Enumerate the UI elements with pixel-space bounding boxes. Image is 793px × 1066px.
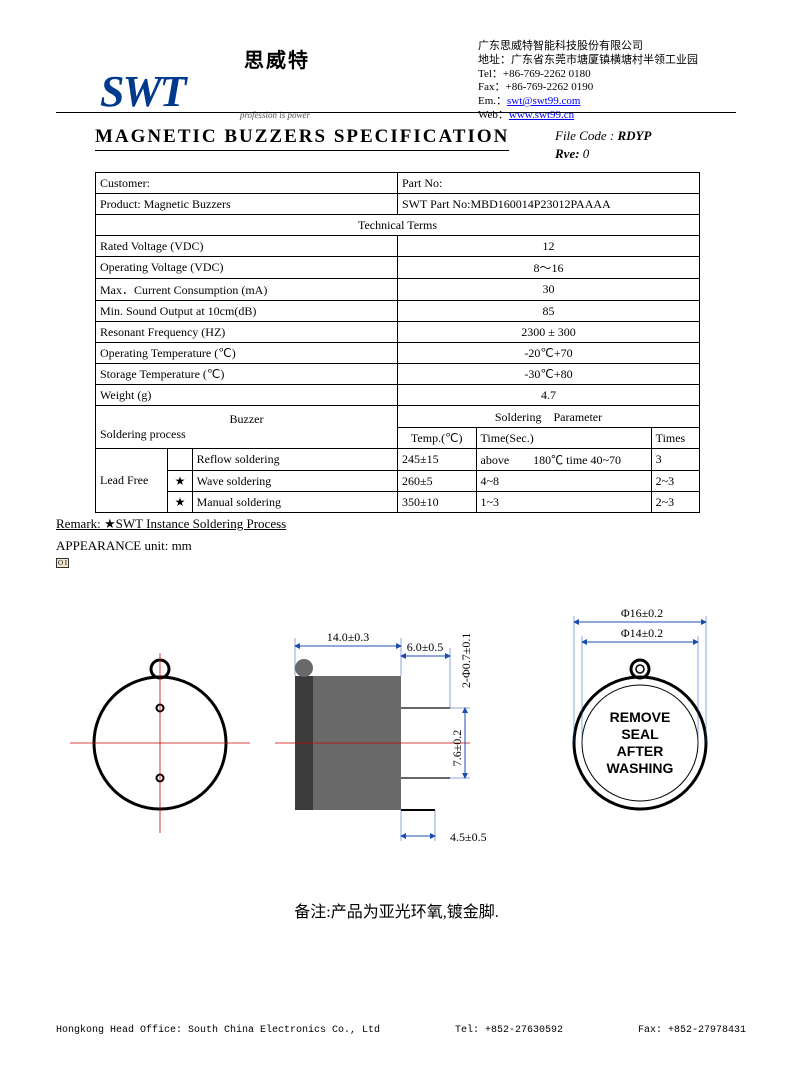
company-email-link[interactable]: swt@swt99.com (507, 95, 580, 107)
sold-times: 2~3 (651, 471, 699, 492)
svg-text:4.5±0.5: 4.5±0.5 (450, 830, 487, 844)
footer: Hongkong Head Office: South China Electr… (56, 1025, 746, 1036)
spec-row-value: -30℃+80 (397, 364, 699, 385)
spec-row-label: Operating Temperature (℃) (96, 343, 398, 364)
svg-text:2-Φ0.7±0.1: 2-Φ0.7±0.1 (459, 633, 473, 688)
sold-temp: 260±5 (397, 471, 476, 492)
company-tel: Tel：+86-769-2262 0180 (478, 68, 698, 82)
sold-time: 1~3 (476, 492, 651, 513)
svg-text:Φ16±0.2: Φ16±0.2 (621, 606, 663, 620)
technical-drawing: 14.0±0.3 6.0±0.5 2-Φ0.7±0.1 7.6±0.2 4.5±… (70, 598, 730, 858)
appearance-label: APPEARANCE unit: mm (56, 538, 192, 554)
tech-terms-header: Technical Terms (96, 215, 700, 236)
spec-row-label: Weight (g) (96, 385, 398, 406)
svg-text:14.0±0.3: 14.0±0.3 (327, 630, 370, 644)
spec-row-value: 8～16 (397, 257, 699, 279)
file-code: File Code : RDYP (555, 128, 651, 144)
embedded-object-icon: O I (56, 558, 69, 568)
times-header: Times (651, 428, 699, 449)
sold-name: Manual soldering (192, 492, 397, 513)
logo: 思威特 SWT profession is power (100, 44, 310, 120)
svg-text:Φ14±0.2: Φ14±0.2 (621, 626, 663, 640)
note-cn: 备注:产品为亚光环氧,镀金脚. (0, 898, 793, 922)
spec-row-label: Operating Voltage (VDC) (96, 257, 398, 279)
buzzer-cell: Buzzer Soldering process (96, 406, 398, 449)
spec-row-value: 30 (397, 279, 699, 301)
partno-label: Part No: (402, 176, 442, 190)
rve: Rve: 0 (555, 146, 589, 162)
footer-mid: Tel: +852-27630592 (455, 1025, 563, 1036)
footer-right: Fax: +852-27978431 (638, 1025, 746, 1036)
temp-header: Temp.(℃) (397, 428, 476, 449)
star-cell: ★ (168, 492, 192, 513)
soldering-param-header: Soldering Parameter (397, 406, 699, 428)
header: 思威特 SWT profession is power 广东思威特智能科技股份有… (0, 18, 793, 108)
swt-partno-label: SWT Part No: (402, 197, 470, 211)
company-email-line: Em.：swt@swt99.com (478, 95, 698, 109)
spec-row-label: Resonant Frequency (HZ) (96, 322, 398, 343)
sold-name: Reflow soldering (192, 449, 397, 471)
footer-left: Hongkong Head Office: South China Electr… (56, 1025, 380, 1036)
spec-table: Customer: Part No: Product: Magnetic Buz… (95, 172, 700, 513)
sold-time: 4~8 (476, 471, 651, 492)
sold-time: above 180℃ time 40~70 (476, 449, 651, 471)
company-info: 广东思威特智能科技股份有限公司 地址：广东省东莞市塘厦镇横塘村半领工业园 Tel… (478, 40, 698, 123)
spec-row-label: Max．Current Consumption (mA) (96, 279, 398, 301)
spec-row-label: Min. Sound Output at 10cm(dB) (96, 301, 398, 322)
svg-text:6.0±0.5: 6.0±0.5 (407, 640, 444, 654)
header-divider (56, 112, 736, 113)
spec-row-value: 12 (397, 236, 699, 257)
spec-row-value: -20℃+70 (397, 343, 699, 364)
lead-free-label: Lead Free (96, 449, 168, 513)
spec-row-value: 2300 ± 300 (397, 322, 699, 343)
sold-times: 2~3 (651, 492, 699, 513)
spec-row-label: Storage Temperature (℃) (96, 364, 398, 385)
star-cell (168, 449, 192, 471)
company-fax: Fax：+86-769-2262 0190 (478, 81, 698, 95)
svg-text:WASHING: WASHING (607, 760, 674, 776)
company-web-link[interactable]: www.swt99.cn (509, 109, 574, 121)
sold-temp: 350±10 (397, 492, 476, 513)
customer-label: Customer: (100, 176, 150, 190)
company-name: 广东思威特智能科技股份有限公司 (478, 40, 698, 54)
spec-row-value: 85 (397, 301, 699, 322)
page-title: MAGNETIC BUZZERS SPECIFICATION (95, 126, 509, 151)
svg-text:SEAL: SEAL (621, 726, 659, 742)
company-addr: 地址：广东省东莞市塘厦镇横塘村半领工业园 (478, 54, 698, 68)
sold-temp: 245±15 (397, 449, 476, 471)
spec-row-label: Rated Voltage (VDC) (96, 236, 398, 257)
sold-times: 3 (651, 449, 699, 471)
time-header: Time(Sec.) (476, 428, 651, 449)
svg-text:7.6±0.2: 7.6±0.2 (450, 730, 464, 767)
company-web-line: Web：www.swt99.cn (478, 109, 698, 123)
product-label: Product: (100, 197, 141, 211)
spec-row-value: 4.7 (397, 385, 699, 406)
svg-text:REMOVE: REMOVE (610, 709, 671, 725)
remark: Remark: ★SWT Instance Soldering Process (56, 516, 286, 532)
sold-name: Wave soldering (192, 471, 397, 492)
star-cell: ★ (168, 471, 192, 492)
logo-en: SWT (100, 73, 310, 110)
svg-text:AFTER: AFTER (617, 743, 664, 759)
